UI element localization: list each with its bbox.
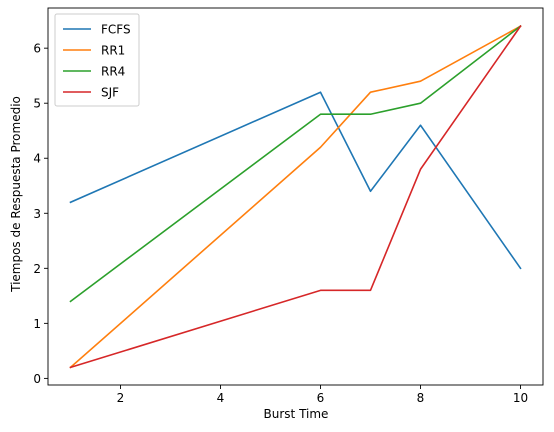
series-line-rr1 bbox=[69, 25, 522, 369]
legend-label-fcfs: FCFS bbox=[101, 23, 131, 37]
y-tick-label: 2 bbox=[33, 262, 41, 276]
x-tick-label: 2 bbox=[117, 391, 125, 405]
legend-label-sjf: SJF bbox=[101, 86, 119, 100]
y-tick-label: 0 bbox=[33, 372, 41, 386]
legend-label-rr4: RR4 bbox=[101, 65, 125, 79]
x-tick-label: 10 bbox=[513, 391, 528, 405]
series-layer bbox=[69, 25, 522, 369]
x-tick-label: 4 bbox=[217, 391, 225, 405]
series-line-rr4 bbox=[69, 25, 522, 303]
x-axis-label: Burst Time bbox=[264, 407, 329, 421]
y-tick-label: 3 bbox=[33, 207, 41, 221]
legend-label-rr1: RR1 bbox=[101, 44, 125, 58]
y-tick-label: 1 bbox=[33, 317, 41, 331]
x-tick-label: 8 bbox=[417, 391, 425, 405]
axes-layer: 2 4 6 8 10 0 1 2 3 4 5 6 bbox=[33, 7, 544, 405]
legend: FCFS RR1 RR4 SJF bbox=[54, 13, 140, 107]
y-axis-label: Tiempos de Respuesta Promedio bbox=[9, 96, 23, 293]
y-tick-label: 5 bbox=[33, 97, 41, 111]
series-line-sjf bbox=[69, 25, 522, 369]
series-line-fcfs bbox=[69, 91, 522, 270]
legend-box bbox=[54, 13, 140, 107]
y-tick-label: 6 bbox=[33, 42, 41, 56]
plot-frame bbox=[47, 7, 544, 386]
x-tick-label: 6 bbox=[317, 391, 325, 405]
y-tick-label: 4 bbox=[33, 152, 41, 166]
